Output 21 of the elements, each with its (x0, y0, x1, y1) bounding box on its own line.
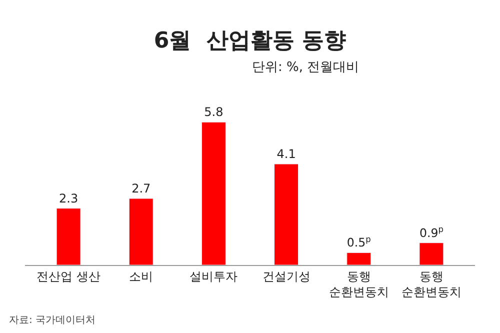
bar (419, 242, 444, 265)
bar (128, 198, 154, 265)
bar (56, 208, 81, 265)
x-tick-label: 설비투자 (190, 269, 238, 284)
bar (346, 252, 372, 265)
x-tick-label: 동행 순환변동치 (328, 269, 389, 299)
chart-subtitle: 단위: %, 전월대비 (252, 60, 360, 75)
text: 자료: 국가데이터처 (9, 315, 96, 326)
data-label: 0.9$^{p}$ (420, 224, 444, 240)
x-tick-label: 건설기성 (262, 269, 310, 284)
data-label: 0.5$^{p}$ (346, 234, 371, 250)
data-label: 2.3 (59, 191, 78, 206)
data-label: 5.8 (204, 105, 224, 120)
data-label: 4.1 (276, 147, 296, 162)
bar (274, 164, 299, 265)
bar (201, 122, 226, 265)
x-tick-label: 전산업 생산 (36, 269, 100, 284)
x-tick-label: 동행 순환변동치 (401, 269, 462, 299)
data-label: 2.7 (132, 182, 151, 196)
x-tick-label: 소비 (129, 269, 154, 284)
chart-title: 6월 산업활동 동향 (154, 28, 346, 54)
